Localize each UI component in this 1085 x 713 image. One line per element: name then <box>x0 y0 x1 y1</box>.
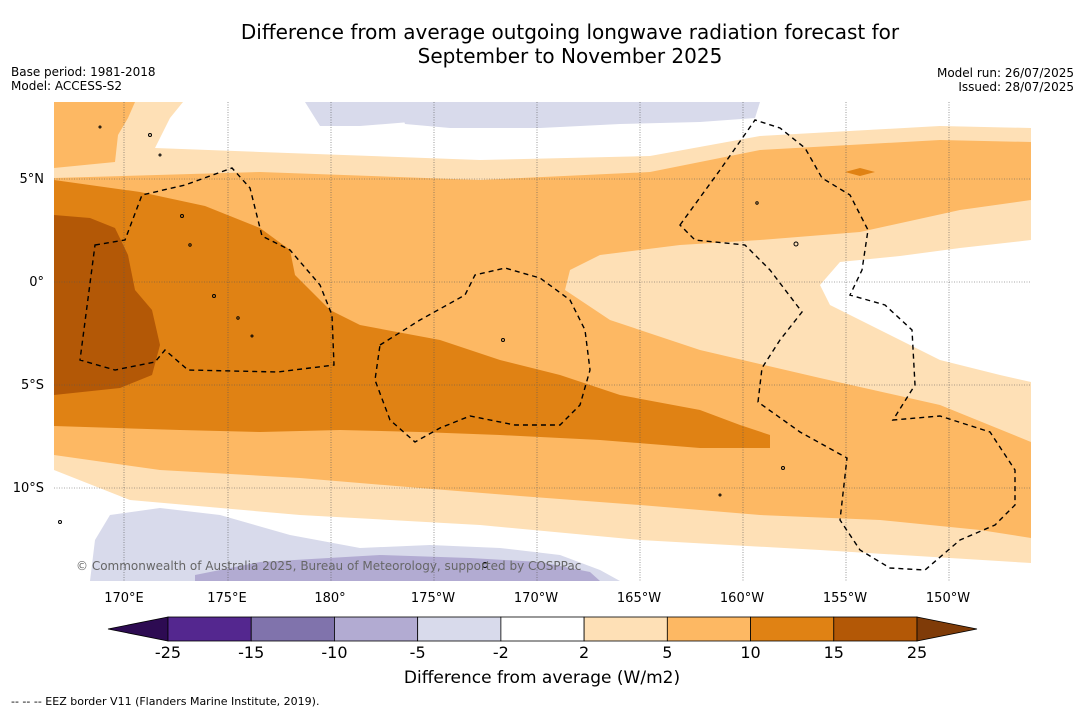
colorbar-segment <box>666 616 751 642</box>
zone-5-10 <box>54 140 1031 538</box>
title-line-1: Difference from average outgoing longwav… <box>240 20 900 44</box>
colorbar-title: Difference from average (W/m2) <box>403 668 681 688</box>
colorbar-segment <box>417 616 502 642</box>
colorbar-segment <box>750 616 835 642</box>
map-title: Difference from average outgoing longwav… <box>0 20 1085 68</box>
zone-10-15 <box>54 180 770 448</box>
colorbar-tick: -15 <box>238 643 265 662</box>
zone-5-10-nw <box>54 102 135 168</box>
title-line-2: September to November 2025 <box>417 44 723 68</box>
colorbar-segment <box>250 616 335 642</box>
eez-kiribati-west <box>79 167 335 373</box>
colorbar-tick: -25 <box>154 643 182 662</box>
colorbar-tick: 25 <box>906 643 928 662</box>
zone-10-15-spot <box>845 168 875 176</box>
graticule <box>54 102 1031 581</box>
lat-label: 5°N <box>20 172 45 187</box>
lon-label: 160°W <box>720 591 764 606</box>
copyright-text: © Commonwealth of Australia 2025, Bureau… <box>76 559 581 573</box>
lon-label: 150°W <box>926 591 970 606</box>
eez-line-islands <box>679 119 1016 571</box>
lat-label: 5°S <box>21 378 44 393</box>
issued-date: Issued: 28/07/2025 <box>958 80 1074 94</box>
colorbar-segment <box>334 616 419 642</box>
base-period: Base period: 1981-2018 <box>11 65 156 79</box>
colorbar-tick: -2 <box>492 643 509 662</box>
eez-phoenix <box>374 267 591 443</box>
zone-neg-10-south <box>195 555 600 581</box>
colorbar-tick: -5 <box>409 643 426 662</box>
lon-label: 155°W <box>823 591 867 606</box>
lon-label: 170°W <box>514 591 558 606</box>
lon-label: 165°W <box>617 591 661 606</box>
eez-legend-note: -- -- -- EEZ border V11 (Flanders Marine… <box>11 695 320 708</box>
lon-label: 180° <box>314 591 345 606</box>
colorbar-segment <box>833 616 918 642</box>
colorbar <box>107 616 978 642</box>
model-name: Model: ACCESS-S2 <box>11 79 123 93</box>
lon-label: 170°E <box>104 591 144 606</box>
lon-label: 175°W <box>411 591 455 606</box>
lat-label: 0° <box>29 275 44 290</box>
colorbar-tick: 10 <box>740 643 761 662</box>
lon-label: 175°E <box>207 591 247 606</box>
colorbar-tick: 5 <box>662 643 673 662</box>
colorbar-extend-high <box>916 616 978 642</box>
colorbar-tick: 15 <box>823 643 844 662</box>
zone-15-25 <box>54 215 160 395</box>
zone-neutral-east <box>820 240 1031 382</box>
colorbar-tick: -10 <box>321 643 348 662</box>
meta-left: Base period: 1981-2018 Model: ACCESS-S2 <box>11 65 156 93</box>
eez-borders <box>79 119 1016 571</box>
latitude-labels: 5°N 0° 5°S 10°S <box>13 172 44 496</box>
meta-right: Model run: 26/07/2025 Issued: 28/07/2025 <box>937 66 1074 94</box>
longitude-labels: 170°E 175°E 180° 175°W 170°W 165°W 160°W 155°W 1… <box>104 591 970 606</box>
islands <box>58 125 799 568</box>
zone-neg-5-top-b <box>400 102 760 128</box>
colorbar-extend-low <box>107 616 169 642</box>
map-fill-layer <box>54 102 1031 581</box>
colorbar-tick: 2 <box>579 643 590 662</box>
colorbar-segment <box>500 616 585 642</box>
colorbar-segment <box>583 616 668 642</box>
lat-label: 10°S <box>13 481 44 496</box>
model-run: Model run: 26/07/2025 <box>936 66 1074 80</box>
colorbar-segment <box>167 616 252 642</box>
